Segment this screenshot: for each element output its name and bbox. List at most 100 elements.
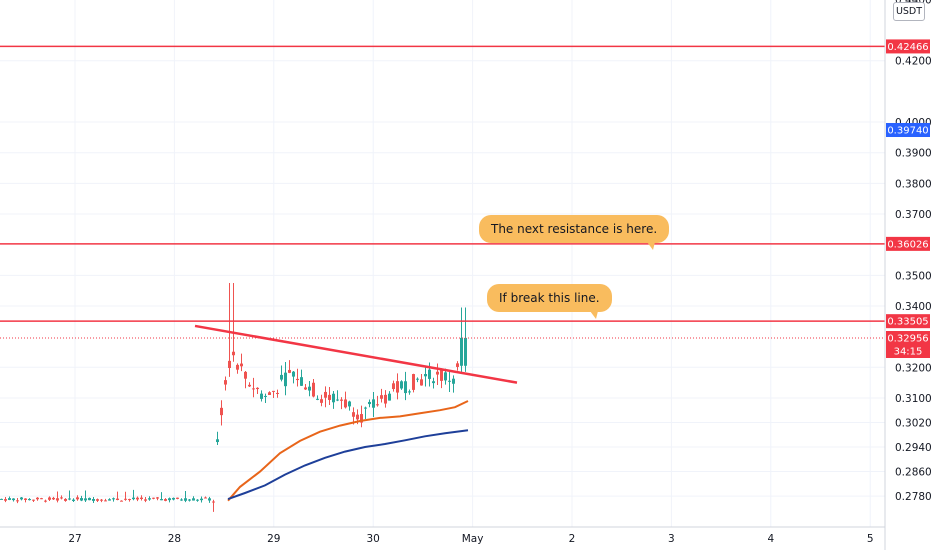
level-price-tag <box>886 236 930 251</box>
callout-text: If break this line. <box>499 291 600 305</box>
candle-body <box>132 497 135 500</box>
candle-body <box>448 380 451 382</box>
x-tick-label: 5 <box>867 533 874 545</box>
candle-body <box>48 497 51 500</box>
candle-body <box>68 498 71 500</box>
candle-body <box>252 388 255 390</box>
candle-body <box>380 395 383 399</box>
candle-body <box>128 499 131 501</box>
candle-body <box>292 371 295 377</box>
x-tick-label: 29 <box>267 533 280 545</box>
candle-body <box>244 371 247 379</box>
level-price-tag <box>886 39 930 54</box>
candle-body <box>44 500 47 502</box>
candle-body <box>164 499 167 501</box>
callout-next-resistance[interactable]: The next resistance is here. <box>479 215 670 250</box>
callout-text: The next resistance is here. <box>491 222 658 236</box>
candle-body <box>396 381 399 393</box>
candle-body <box>416 378 419 380</box>
moving-average-line <box>227 400 469 502</box>
candle-body <box>220 407 223 416</box>
candle-body <box>224 380 227 385</box>
candle-body <box>40 498 43 500</box>
candle-body <box>76 497 79 500</box>
candle-body <box>200 498 203 501</box>
candle-body <box>28 498 31 501</box>
x-tick-label: 3 <box>668 533 675 545</box>
candle-body <box>232 351 235 356</box>
candle-body <box>276 392 279 394</box>
level-price-label: 0.33505 <box>887 317 928 328</box>
trendline[interactable] <box>194 324 518 384</box>
candle-body <box>344 399 347 408</box>
current-price-label: 0.32956 <box>887 334 928 345</box>
x-tick-label: 30 <box>367 533 380 545</box>
candle-body <box>124 498 127 500</box>
candle-body <box>216 439 219 443</box>
candle-body <box>188 499 191 501</box>
candle-body <box>104 500 107 502</box>
candle-body <box>268 392 271 395</box>
candle-body <box>300 377 303 386</box>
candle-body <box>364 407 367 409</box>
moving-averages <box>227 400 469 502</box>
candle-body <box>4 499 7 501</box>
candle-body <box>148 498 151 500</box>
candle-body <box>372 399 375 408</box>
level-price-tag <box>886 314 930 329</box>
candle-body <box>84 498 87 501</box>
candle-body <box>228 360 231 368</box>
candle-body <box>12 498 15 501</box>
candle-body <box>384 394 387 404</box>
candle-body <box>452 378 455 384</box>
candle-body <box>360 414 363 423</box>
candle-body <box>196 499 199 501</box>
candle-body <box>424 374 427 377</box>
candle-body <box>116 498 119 501</box>
candle-body <box>356 414 359 420</box>
candle-body <box>336 399 339 401</box>
currency-selector[interactable]: USDT <box>893 2 925 21</box>
x-axis: 27 28 29 30 May 2 3 4 5 <box>0 526 885 545</box>
candle-body <box>464 337 467 366</box>
horizontal-levels <box>0 45 885 339</box>
candle-body <box>312 382 315 397</box>
level-price-label: 0.42466 <box>887 42 928 53</box>
callout-break-line[interactable]: If break this line. <box>487 284 612 319</box>
candle-body <box>368 401 371 405</box>
candle-body <box>156 497 159 499</box>
price-marker-label: 0.39740 <box>887 126 928 137</box>
candle-body <box>144 499 147 501</box>
x-tick-label: 4 <box>767 533 774 545</box>
candles <box>0 282 467 512</box>
candle-body <box>412 374 415 390</box>
candle-body <box>32 499 35 501</box>
candle-body <box>444 372 447 381</box>
candle-body <box>296 378 299 381</box>
candle-body <box>36 497 39 500</box>
price-marker-tag <box>886 123 930 138</box>
x-tick-label: 27 <box>68 533 81 545</box>
candle-body <box>88 497 91 501</box>
y-tick-label: 0.27800 <box>895 491 932 503</box>
candle-body <box>308 386 311 391</box>
price-markers: 0.42466 0.36026 0.33505 0.39740 0.32956 34:15 <box>886 39 930 358</box>
candle-body <box>340 399 343 401</box>
candle-body <box>440 370 443 381</box>
candle-body <box>176 497 179 499</box>
candle-body <box>8 498 11 500</box>
candle-body <box>320 399 323 403</box>
x-tick-label: May <box>462 533 484 545</box>
candle-body <box>20 497 23 500</box>
x-tick-label: 2 <box>569 533 576 545</box>
candle-body <box>72 499 75 501</box>
candle-body <box>52 497 55 500</box>
candle-body <box>240 363 243 367</box>
